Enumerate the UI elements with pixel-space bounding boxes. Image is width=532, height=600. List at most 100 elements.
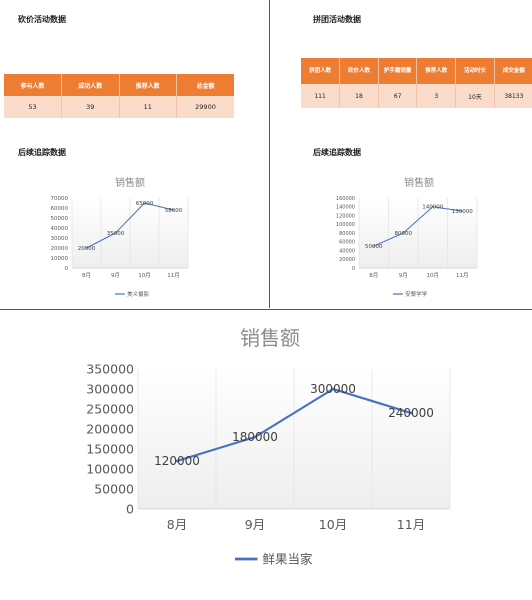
series-line [373,206,463,247]
table-header-cell: 成功人数 [61,74,120,96]
data-point [85,247,88,249]
data-point [409,411,413,415]
data-label: 130000 [452,209,473,215]
data-label: 180000 [232,430,278,444]
y-tick-label: 50000 [94,481,134,496]
data-point [373,245,375,247]
table-cell: 18 [339,84,379,108]
data-point [172,209,175,211]
data-label: 120000 [154,454,200,468]
x-tick-label: 11月 [456,272,469,279]
data-label: 300000 [310,382,356,396]
table-header-cell: 砍价人数 [339,58,379,84]
x-tick-label: 9月 [399,272,408,279]
x-tick-label: 9月 [245,517,265,532]
table-header-cell: 活动时长 [455,58,495,84]
y-tick-label: 150000 [86,441,134,456]
data-point [253,435,257,439]
table-header-cell: 推荐人数 [416,58,457,84]
table-cell: 10天 [455,84,495,108]
table-header-cell: 成交金额 [494,58,532,84]
y-tick-label: 80000 [339,231,355,237]
y-tick-label: 20000 [339,257,355,263]
chart-title: 销售额 [404,176,434,189]
y-tick-label: 20000 [51,246,69,252]
y-tick-label: 140000 [336,205,355,211]
y-tick-label: 60000 [339,240,355,246]
legend-label: 鲜果当家 [263,551,314,566]
bargain-sales-chart: 销售额 0 10000 20000 30000 40000 50000 60000 70000 8… [51,176,189,298]
x-tick-label: 10月 [138,272,151,279]
table-header-cell: 参与人数 [4,74,62,96]
table-header-cell: 总金额 [176,74,234,96]
group-buy-tracking-title: 后续追踪数据 [313,148,361,157]
table-cell: 38133 [494,84,532,108]
x-tick-label: 8月 [167,517,187,532]
vertical-divider [269,0,270,308]
data-point [331,387,335,391]
data-point [402,232,404,234]
table-header-cell: 推荐人数 [119,74,177,96]
y-tick-label: 60000 [51,206,69,212]
y-tick-label: 50000 [51,216,69,222]
data-label: 58000 [165,208,183,214]
y-tick-label: 40000 [51,226,69,232]
data-label: 240000 [388,406,434,420]
y-tick-label: 70000 [51,196,69,202]
bargain-tracking-title: 后续追踪数据 [18,148,66,157]
series-line [86,202,174,249]
group-buy-panel: 拼团活动数据 拼团人数 砍价人数 护手霜销量 推荐人数 活动时长 成交金额 11… [273,0,532,308]
table-cell: 3 [416,84,457,108]
y-tick-label: 300000 [86,381,134,396]
x-tick-label: 8月 [369,272,378,279]
bargain-table-title: 砍价活动数据 [18,15,66,24]
x-tick-label: 10月 [427,272,440,279]
chart-title: 销售额 [115,176,145,189]
data-point [175,459,179,463]
data-label: 65000 [136,201,154,207]
fresh-fruit-sales-chart: 销售额 0 50000 100000 150000 200000 250000 300000 3… [86,326,451,566]
data-label: 140000 [422,205,443,211]
y-tick-label: 100000 [86,461,134,476]
series-line [176,387,412,463]
y-tick-label: 0 [126,501,134,516]
group-buy-sales-chart: 销售额 0 20000 40000 60000 80000 100000 120000 1400… [336,176,478,298]
table-cell: 53 [4,96,62,118]
table-row: 111 18 67 3 10天 38133 [301,84,532,108]
x-tick-label: 10月 [319,517,347,532]
chart-title: 销售额 [240,326,300,350]
table-header-row: 参与人数 成功人数 推荐人数 总金额 [4,74,234,96]
legend-label: 美义摄影 [127,290,150,298]
y-tick-label: 100000 [336,222,355,228]
x-tick-label: 11月 [397,517,425,532]
table-header-row: 拼团人数 砍价人数 护手霜销量 推荐人数 活动时长 成交金额 [301,58,532,84]
table-cell: 11 [119,96,177,118]
y-tick-label: 120000 [336,213,355,219]
data-point [432,206,434,208]
x-tick-label: 8月 [82,272,91,279]
y-tick-label: 350000 [86,361,134,376]
data-label: 20000 [78,246,96,252]
data-label: 35000 [107,231,125,237]
data-point [114,232,117,234]
x-tick-label: 9月 [111,272,120,279]
table-cell: 67 [378,84,418,108]
bargain-panel: 砍价活动数据 参与人数 成功人数 推荐人数 总金额 53 39 11 29900… [0,0,266,308]
y-tick-label: 30000 [51,236,69,242]
group-buy-table-title: 拼团活动数据 [313,15,361,24]
legend-label: 安黎学学 [405,290,428,298]
y-tick-label: 10000 [51,256,69,262]
y-tick-label: 250000 [86,401,134,416]
x-tick-label: 11月 [167,272,180,279]
y-tick-label: 200000 [86,421,134,436]
y-tick-label: 0 [65,266,69,272]
table-cell: 29900 [176,96,234,118]
y-tick-label: 160000 [336,196,355,202]
table-header-cell: 拼团人数 [301,58,341,84]
y-tick-label: 0 [352,266,355,272]
table-cell: 39 [61,96,120,118]
data-point [143,202,146,204]
table-row: 53 39 11 29900 [4,96,234,118]
horizontal-divider [0,309,532,310]
bargain-stats-table: 参与人数 成功人数 推荐人数 总金额 53 39 11 29900 [4,74,234,118]
